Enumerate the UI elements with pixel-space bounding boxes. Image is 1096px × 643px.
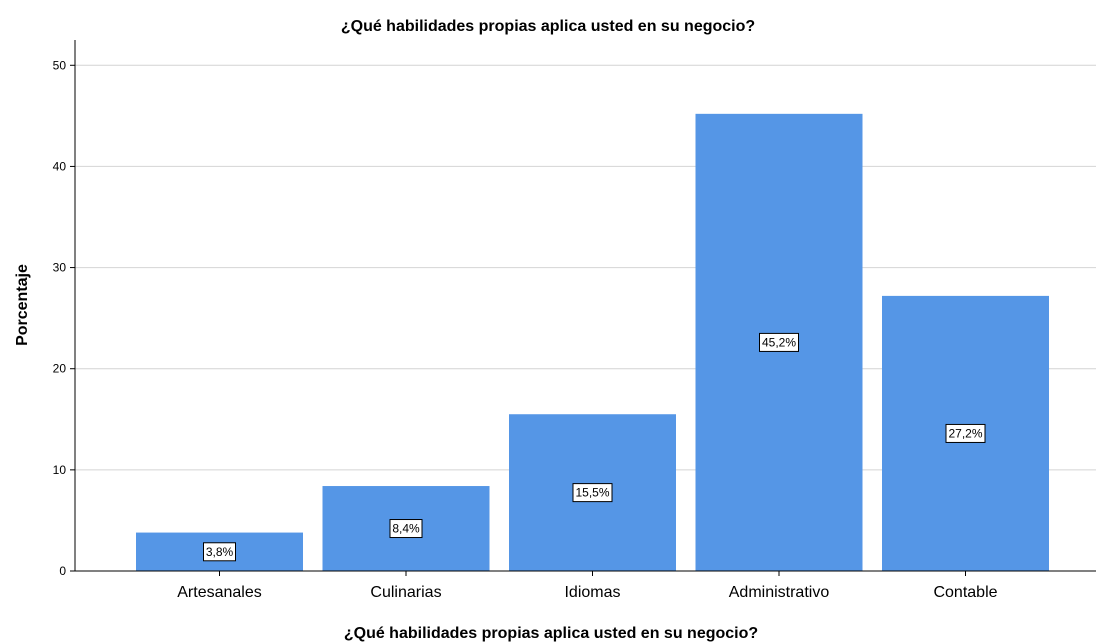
- y-axis-ticks: 0 10 20 30 40 50: [53, 58, 75, 578]
- data-label-administrativo: 45,2%: [762, 335, 796, 349]
- bars: [136, 113, 1049, 571]
- x-tick-label-idiomas: Idiomas: [564, 584, 620, 601]
- chart-title: ¿Qué habilidades propias aplica usted en…: [341, 18, 755, 35]
- data-label-contable: 27,2%: [948, 426, 982, 440]
- data-label-culinarias: 8,4%: [392, 522, 420, 536]
- y-tick-label-10: 10: [53, 463, 67, 477]
- y-tick-label-30: 30: [53, 261, 67, 275]
- x-tick-label-contable: Contable: [933, 584, 997, 601]
- data-label-box-culinarias: [389, 519, 423, 539]
- data-label-idiomas: 15,5%: [575, 486, 609, 500]
- x-tick-label-administrativo: Administrativo: [729, 584, 830, 601]
- data-label-box-contable: [945, 423, 986, 443]
- y-tick-label-40: 40: [53, 159, 67, 173]
- data-labels: 3,8% 8,4% 15,5% 45,2% 27,2%: [203, 332, 986, 562]
- data-label-artesanales: 3,8%: [206, 545, 234, 559]
- x-axis-label: ¿Qué habilidades propias aplica usted en…: [344, 625, 758, 642]
- y-tick-label-50: 50: [53, 58, 67, 72]
- y-tick-label-0: 0: [59, 564, 66, 578]
- x-tick-label-artesanales: Artesanales: [177, 584, 262, 601]
- y-tick-label-20: 20: [53, 362, 67, 376]
- x-tick-label-culinarias: Culinarias: [370, 584, 441, 601]
- x-axis-categories: Artesanales Culinarias Idiomas Administrati…: [177, 571, 998, 601]
- y-axis-label: Porcentaje: [14, 264, 31, 346]
- data-label-box-administrativo: [759, 332, 799, 352]
- data-label-box-artesanales: [203, 542, 236, 562]
- data-label-box-idiomas: [572, 483, 613, 503]
